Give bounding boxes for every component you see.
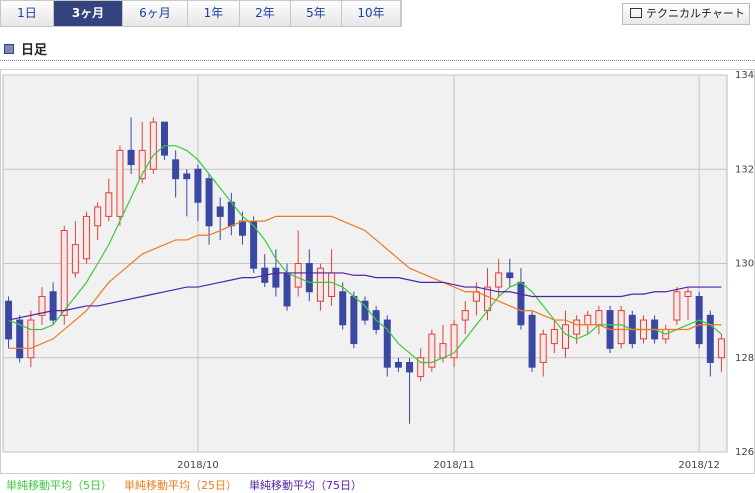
candle-body [149,121,157,170]
candle-body [16,319,24,359]
candle-body [105,192,113,217]
candle-body [528,314,536,368]
candle-body [172,159,180,180]
candle-body [294,263,302,288]
candle-body [617,310,625,345]
candle-body [194,168,202,203]
candle-body [272,267,280,288]
y-tick-label: 134 [735,70,754,81]
candle-body [684,291,692,297]
candle-body [27,319,35,359]
chart: 126 128 130 132 134 2018/10 2018/11 2018/12 [0,69,755,474]
candle-body [539,333,547,363]
candle-body [205,178,213,227]
candle-body [127,149,135,166]
button-label: テクニカルチャート [646,7,745,20]
legend-entry: 単純移動平均（25日） [124,479,237,492]
candle-body [216,206,224,217]
tab[interactable]: 6ヶ月 [123,1,188,26]
candle-body [573,319,581,335]
candle-body [49,291,57,321]
moving-average-line [8,215,722,349]
candle-body [94,206,102,227]
candle-body [506,272,514,279]
candle-body [161,121,169,156]
candle-body [283,272,291,307]
candle-body [83,215,91,260]
candle-body [450,324,458,359]
candle-body [584,314,592,326]
period-tabs: 1日 3ヶ月 6ヶ月 1年 2年 5年 10年 [0,0,402,27]
candle-body [183,173,191,180]
candle-body [350,295,358,345]
legend: 単純移動平均（5日） 単純移動平均（25日） 単純移動平均（75日） [6,477,362,493]
tab[interactable]: 5年 [291,1,342,26]
candle-body [138,149,146,180]
candle-body [495,272,503,288]
legend-entry: 単純移動平均（75日） [249,479,362,492]
candle-body [305,263,313,293]
candle-body [38,295,46,316]
technical-chart-button[interactable]: テクニカルチャート [622,3,750,25]
x-tick-label: 2018/12 [678,460,720,471]
candle-body [461,310,469,321]
candle-body [116,149,124,217]
moving-average-line [8,272,722,321]
candle-body [406,361,414,373]
y-tick-label: 130 [735,259,754,270]
candle-body [394,361,402,368]
tab[interactable]: 2年 [240,1,291,26]
y-tick-label: 132 [735,164,754,175]
candle-body [428,333,436,368]
section-heading: 日足 [4,39,47,58]
candle-body [238,220,246,236]
candle-body [717,338,725,359]
candle-body [328,272,336,297]
candle-body [71,244,79,274]
candle-body [439,343,447,359]
candle-body [550,328,558,345]
candle-body [706,314,714,363]
candle-body [383,319,391,368]
candle-body [316,267,324,302]
x-tick-label: 2018/11 [433,460,475,471]
tab[interactable]: 1年 [188,1,240,26]
candle-body [595,310,603,326]
candle-body [673,291,681,321]
candle-body [561,324,569,349]
tab[interactable]: 1日 [1,1,54,26]
candle-body [417,357,425,378]
divider [0,60,755,61]
legend-entry: 単純移動平均（5日） [6,479,112,492]
tab[interactable]: 3ヶ月 [54,1,123,26]
moving-average-line [8,145,722,364]
candle-body [339,291,347,326]
section-title: 日足 [21,43,48,58]
y-tick-label: 128 [735,353,754,364]
tab[interactable]: 10年 [342,1,401,26]
x-tick-label: 2018/10 [177,460,219,471]
y-tick-label: 126 [735,447,754,458]
candle-body [517,281,525,326]
candle-body [60,230,68,316]
